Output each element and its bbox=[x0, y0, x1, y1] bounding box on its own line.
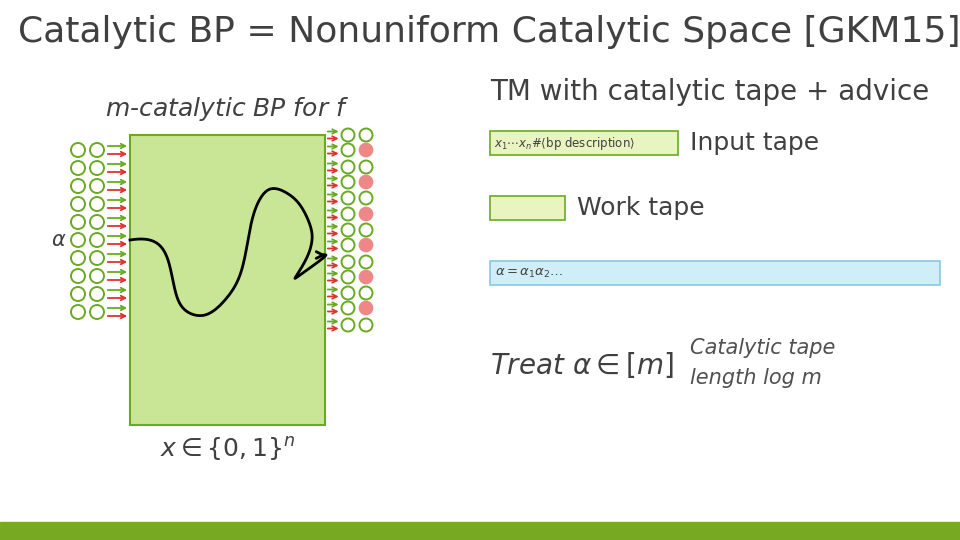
Circle shape bbox=[359, 271, 372, 284]
Bar bbox=[490, 131, 678, 155]
Text: $x_1 \cdots x_n\#\langle$bp description$\rangle$: $x_1 \cdots x_n\#\langle$bp description$… bbox=[494, 134, 636, 152]
Text: Catalytic tape: Catalytic tape bbox=[690, 338, 835, 358]
Bar bbox=[490, 261, 940, 285]
Bar bbox=[0, 522, 960, 540]
Text: Treat $\alpha \in [m]$: Treat $\alpha \in [m]$ bbox=[490, 350, 674, 380]
Circle shape bbox=[359, 144, 372, 157]
Text: Work tape: Work tape bbox=[577, 196, 705, 220]
Bar bbox=[130, 135, 325, 425]
Text: $m$-catalytic BP for $f$: $m$-catalytic BP for $f$ bbox=[106, 95, 349, 123]
Text: $x \in \{0,1\}^n$: $x \in \{0,1\}^n$ bbox=[159, 435, 296, 463]
Circle shape bbox=[359, 176, 372, 188]
Bar bbox=[490, 196, 565, 220]
Circle shape bbox=[359, 301, 372, 314]
Text: $\alpha = \alpha_1\alpha_2\ldots$: $\alpha = \alpha_1\alpha_2\ldots$ bbox=[495, 266, 564, 280]
Text: Input tape: Input tape bbox=[690, 131, 819, 155]
Text: TM with catalytic tape + advice: TM with catalytic tape + advice bbox=[490, 78, 929, 106]
Text: length log m: length log m bbox=[690, 368, 822, 388]
Text: $\alpha$: $\alpha$ bbox=[51, 230, 66, 250]
Text: Catalytic BP = Nonuniform Catalytic Space [GKM15]: Catalytic BP = Nonuniform Catalytic Spac… bbox=[18, 15, 960, 49]
Circle shape bbox=[359, 207, 372, 220]
Circle shape bbox=[359, 239, 372, 252]
